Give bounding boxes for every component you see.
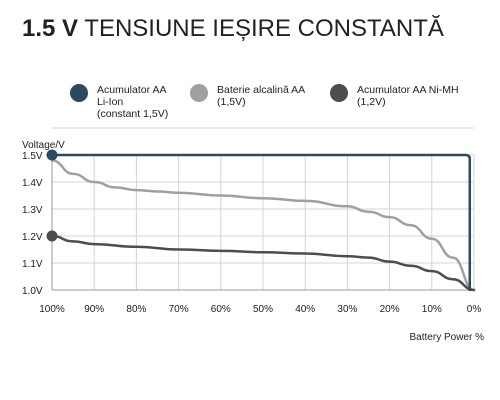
legend-item-ni-mh: Acumulator AA Ni-MH (1,2V) xyxy=(330,84,459,108)
y-tick-label: 1.5V xyxy=(22,151,43,162)
title-text: TENSIUNE IEȘIRE CONSTANTĂ xyxy=(78,15,444,42)
y-tick-label: 1.2V xyxy=(22,232,43,243)
x-tick-label: 60% xyxy=(211,304,231,315)
series-marker-ni-mh xyxy=(46,230,58,242)
x-tick-label: 90% xyxy=(84,304,104,315)
legend-swatch-alkaline xyxy=(190,84,208,102)
legend-item-li-ion: Acumulator AA Li-Ion (constant 1,5V) xyxy=(70,84,168,120)
chart-legend: Acumulator AA Li-Ion (constant 1,5V) Bat… xyxy=(0,0,500,130)
x-tick-label: 80% xyxy=(126,304,146,315)
x-tick-label: 100% xyxy=(39,304,65,315)
y-tick-label: 1.1V xyxy=(22,259,43,270)
x-axis-label: Battery Power % xyxy=(410,332,485,343)
y-tick-label: 1.3V xyxy=(22,205,43,216)
legend-label-alkaline: Baterie alcalină AA (1,5V) xyxy=(217,84,306,108)
x-tick-label: 70% xyxy=(169,304,189,315)
x-tick-label: 10% xyxy=(422,304,442,315)
legend-label-li-ion: Acumulator AA Li-Ion (constant 1,5V) xyxy=(97,84,169,120)
x-tick-label: 20% xyxy=(380,304,400,315)
series-line-ni-mh xyxy=(50,234,476,292)
y-axis-label: Voltage/V xyxy=(22,140,65,151)
series-line-alkaline xyxy=(50,159,476,292)
y-tick-label: 1.4V xyxy=(22,178,43,189)
x-tick-label: 0% xyxy=(467,304,482,315)
legend-swatch-ni-mh xyxy=(330,84,348,102)
legend-swatch-li-ion xyxy=(70,84,88,102)
legend-item-alkaline: Baterie alcalină AA (1,5V) xyxy=(190,84,305,108)
title-voltage: 1.5 V xyxy=(22,15,79,42)
x-tick-label: 40% xyxy=(295,304,315,315)
x-tick-label: 30% xyxy=(337,304,357,315)
x-tick-label: 50% xyxy=(253,304,273,315)
series-line-li-ion xyxy=(50,153,472,292)
legend-label-ni-mh: Acumulator AA Ni-MH (1,2V) xyxy=(357,84,459,108)
page-title: 1.5 V TENSIUNE IEȘIRE CONSTANTĂ xyxy=(22,14,444,44)
y-tick-label: 1.0V xyxy=(22,286,43,297)
series-marker-li-ion xyxy=(46,149,58,161)
